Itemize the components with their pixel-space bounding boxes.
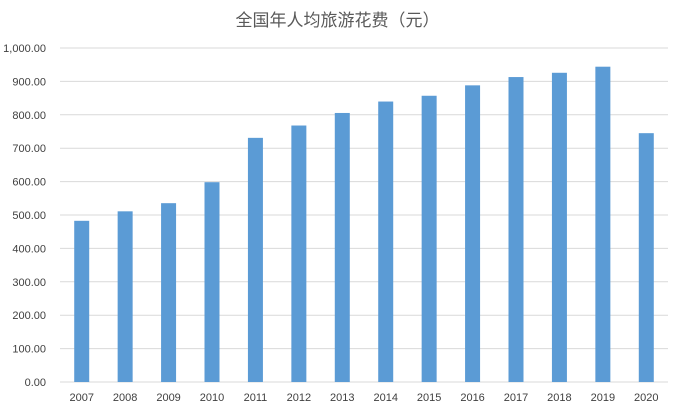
bar-2016 — [465, 85, 481, 383]
y-tick-label: 600.00 — [12, 177, 46, 189]
x-tick-label: 2018 — [547, 392, 571, 404]
y-tick-label: 700.00 — [12, 143, 46, 155]
y-tick-label: 300.00 — [12, 277, 46, 289]
x-tick-label: 2017 — [504, 392, 528, 404]
x-tick-label: 2014 — [373, 392, 397, 404]
x-tick-label: 2007 — [69, 392, 93, 404]
y-axis-tick-labels: 0.00 100.00 200.00 300.00 400.00 500.00 600.00… — [3, 43, 46, 389]
bar-2020 — [638, 133, 654, 382]
y-tick-label: 1,000.00 — [3, 43, 46, 55]
x-tick-label: 2015 — [417, 392, 441, 404]
bar-2018 — [551, 72, 567, 382]
y-tick-label: 900.00 — [12, 76, 46, 88]
x-tick-label: 2011 — [244, 392, 268, 404]
x-tick-label: 2009 — [156, 392, 180, 404]
y-tick-label: 200.00 — [12, 310, 46, 322]
bar-2011 — [247, 137, 263, 382]
x-axis-tick-labels: 2007 2008 2009 2010 2011 2012 2013 2014 2015 2016… — [69, 392, 658, 404]
bars — [74, 66, 654, 383]
gridlines — [60, 47, 668, 383]
bar-2013 — [334, 112, 350, 382]
bar-2017 — [508, 77, 524, 383]
bar-2015 — [421, 95, 437, 383]
bar-2014 — [378, 101, 394, 383]
x-tick-label: 2013 — [330, 392, 354, 404]
y-tick-label: 0.00 — [25, 377, 46, 389]
bar-2009 — [161, 203, 177, 382]
y-tick-label: 400.00 — [12, 243, 46, 255]
y-tick-label: 800.00 — [12, 110, 46, 122]
bar-2008 — [117, 211, 133, 382]
bar-2019 — [595, 66, 611, 382]
x-tick-label: 2020 — [634, 392, 658, 404]
x-tick-label: 2012 — [287, 392, 311, 404]
y-tick-label: 500.00 — [12, 210, 46, 222]
y-tick-label: 100.00 — [12, 344, 46, 356]
chart-title: 全国年人均旅游花费（元） — [235, 11, 440, 31]
x-tick-label: 2010 — [200, 392, 224, 404]
x-tick-label: 2008 — [113, 392, 137, 404]
bar-2012 — [291, 125, 307, 383]
bar-2010 — [204, 182, 220, 382]
x-tick-label: 2016 — [460, 392, 484, 404]
bar-2007 — [74, 220, 90, 382]
x-tick-label: 2019 — [591, 392, 615, 404]
